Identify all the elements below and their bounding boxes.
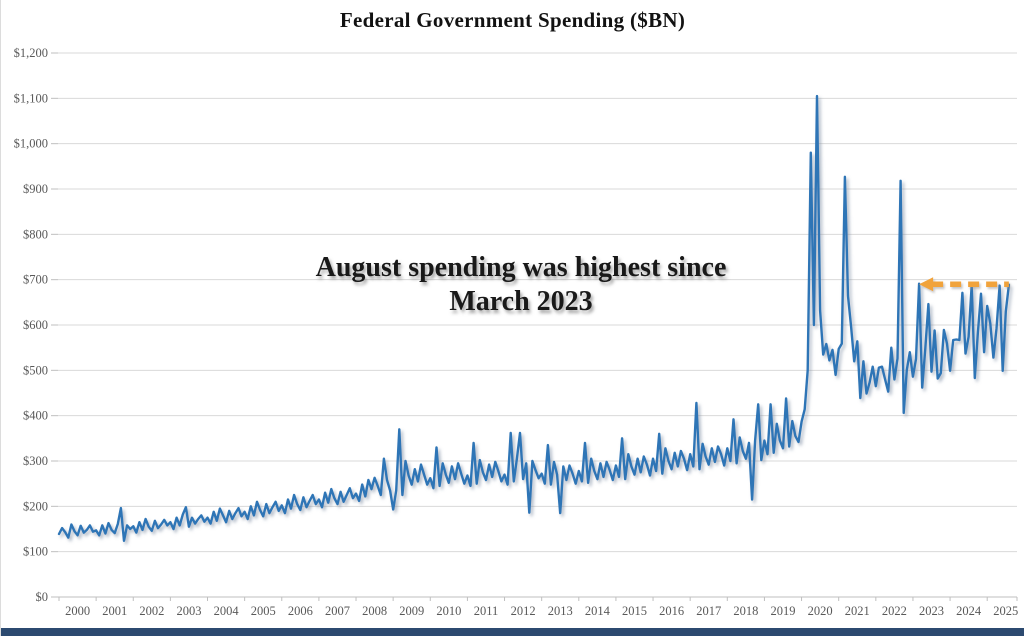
y-tick-labels: $0 $100 $200 $300 $400 $500 $600 $700 $800 $900 $1…: [14, 46, 48, 604]
annotation-line-2: March 2023: [449, 286, 593, 317]
y-tick-label: $300: [23, 454, 48, 468]
spending-line: [57, 94, 1011, 542]
x-tick-label: 2016: [659, 604, 684, 618]
y-tick-label: $400: [23, 409, 48, 423]
annotation-line-1: August spending was highest since: [315, 252, 727, 283]
y-tick-label: $700: [23, 273, 48, 287]
x-tick-label: 2025: [993, 604, 1018, 618]
x-tick-label: 2015: [622, 604, 647, 618]
y-tick-label: $500: [23, 363, 48, 377]
footer-bar: [1, 628, 1024, 636]
y-tick-label: $1,000: [14, 137, 48, 151]
x-tick-label: 2011: [474, 604, 499, 618]
y-tick-label: $900: [23, 182, 48, 196]
x-tick-label: 2001: [102, 604, 127, 618]
x-tick-label: 2014: [585, 604, 611, 618]
x-tick-labels: 2000 2001 2002 2003 2004 2005 2006 2007 2008 2009…: [65, 604, 1018, 618]
x-axis: [58, 596, 1018, 601]
chart-annotation: August spending was highest since March …: [253, 251, 789, 319]
x-tick-label: 2006: [288, 604, 313, 618]
x-tick-label: 2010: [436, 604, 461, 618]
x-tick-label: 2000: [65, 604, 90, 618]
y-tick-label: $1,100: [14, 91, 48, 105]
x-tick-label: 2007: [325, 604, 350, 618]
x-tick-label: 2020: [808, 604, 833, 618]
x-tick-label: 2018: [733, 604, 758, 618]
x-tick-label: 2013: [548, 604, 573, 618]
x-tick-label: 2023: [919, 604, 944, 618]
x-tick-label: 2009: [399, 604, 424, 618]
y-tick-label: $800: [23, 227, 48, 241]
y-tick-label: $1,200: [14, 46, 48, 60]
y-tick-label: $100: [23, 545, 48, 559]
x-tick-label: 2024: [956, 604, 982, 618]
x-tick-label: 2017: [696, 604, 721, 618]
x-tick-label: 2019: [770, 604, 795, 618]
y-tick-label: $200: [23, 499, 48, 513]
x-tick-label: 2003: [176, 604, 201, 618]
x-tick-label: 2005: [251, 604, 276, 618]
highest-since-arrow: [919, 277, 1009, 292]
x-tick-label: 2004: [214, 604, 240, 618]
x-tick-label: 2002: [139, 604, 164, 618]
x-tick-label: 2008: [362, 604, 387, 618]
chart-title: Federal Government Spending ($BN): [339, 8, 686, 32]
x-tick-label: 2022: [882, 604, 907, 618]
y-gridlines: [51, 52, 1017, 598]
arrowhead-left-icon: [919, 277, 934, 292]
x-tick-label: 2021: [845, 604, 870, 618]
y-tick-label: $600: [23, 318, 48, 332]
y-tick-label: $0: [36, 590, 49, 604]
x-tick-label: 2012: [511, 604, 536, 618]
